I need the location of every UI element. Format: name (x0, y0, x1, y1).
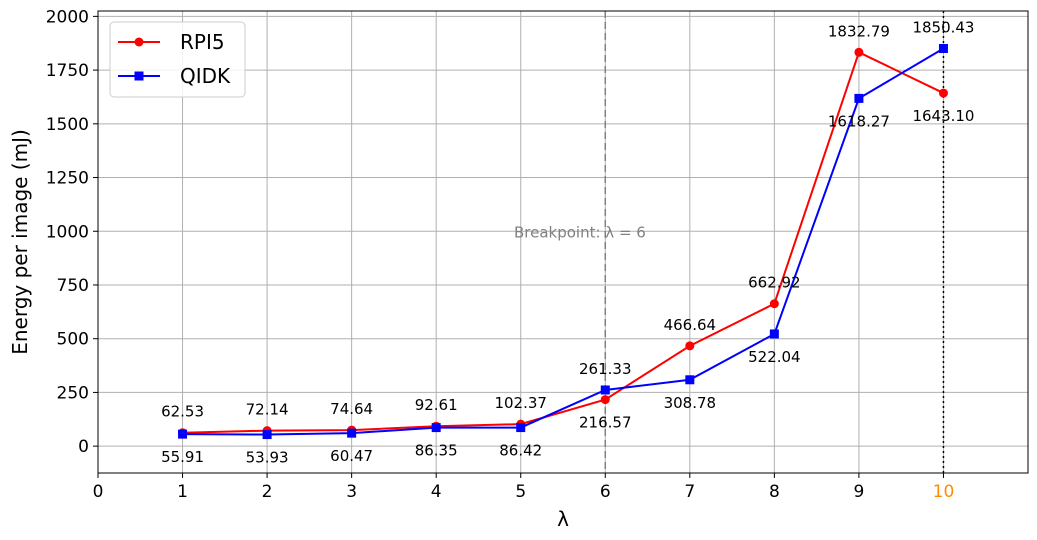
data-label-qidk: 1618.27 (828, 112, 890, 130)
legend: RPI5 QIDK (109, 21, 246, 98)
data-label-rpi5: 662.92 (748, 274, 801, 292)
data-point-rpi5 (769, 299, 779, 309)
x-tick-label: 6 (600, 482, 611, 502)
data-label-qidk: 1850.43 (912, 19, 974, 37)
y-tick-label: 0 (78, 437, 89, 457)
x-tick-label: 5 (515, 482, 526, 502)
series-line-qidk (182, 47, 944, 436)
data-label-qidk: 60.47 (330, 447, 373, 465)
data-label-qidk: 308.78 (664, 394, 717, 412)
y-tick-label: 2000 (46, 7, 89, 27)
x-tick-label: 4 (431, 482, 442, 502)
data-point-rpi5 (938, 88, 948, 98)
y-tick-label: 500 (57, 330, 89, 350)
x-tick-label: 10 (933, 482, 955, 502)
data-point-qidk (600, 385, 610, 395)
y-tick-label: 1750 (46, 61, 89, 81)
data-label-rpi5: 72.14 (246, 401, 289, 419)
legend-box (109, 21, 246, 98)
y-tick-label: 250 (57, 383, 89, 403)
y-tick-label: 750 (57, 276, 89, 296)
data-point-qidk (347, 428, 357, 438)
data-label-rpi5: 1643.10 (912, 107, 974, 125)
data-label-qidk: 53.93 (246, 449, 289, 467)
x-tick-label: 2 (262, 482, 273, 502)
y-tick-label: 1500 (46, 115, 89, 135)
breakpoint-annotation: Breakpoint: λ = 6 (514, 223, 646, 241)
data-point-qidk (431, 423, 441, 433)
data-label-qidk: 86.35 (415, 442, 458, 460)
plot-area (98, 11, 1028, 473)
data-point-qidk (178, 429, 188, 439)
data-point-rpi5 (854, 47, 864, 57)
x-tick-label: 8 (769, 482, 780, 502)
legend-marker-rpi5 (134, 37, 144, 47)
data-label-rpi5: 74.64 (330, 400, 373, 418)
legend-label-rpi5: RPI5 (180, 30, 225, 54)
x-tick-label: 9 (853, 482, 864, 502)
data-point-qidk (938, 44, 948, 54)
x-axis-title: λ (557, 507, 569, 531)
data-label-rpi5: 216.57 (579, 414, 632, 432)
data-label-rpi5: 92.61 (415, 396, 458, 414)
y-tick-label: 1000 (46, 222, 89, 242)
y-axis-title: Energy per image (mJ) (8, 129, 32, 355)
data-point-qidk (262, 430, 272, 440)
data-label-qidk: 261.33 (579, 360, 632, 378)
x-tick-label: 3 (346, 482, 357, 502)
data-label-rpi5: 1832.79 (828, 22, 890, 40)
x-tick-label: 1 (177, 482, 188, 502)
x-tick-label: 7 (684, 482, 695, 502)
data-label-rpi5: 102.37 (494, 394, 547, 412)
data-label-qidk: 522.04 (748, 348, 801, 366)
data-point-rpi5 (685, 341, 695, 351)
x-tick-label: 0 (93, 482, 104, 502)
legend-label-qidk: QIDK (180, 64, 231, 88)
data-point-qidk (516, 423, 526, 433)
data-label-qidk: 55.91 (161, 448, 204, 466)
data-point-qidk (854, 93, 864, 103)
data-label-qidk: 86.42 (499, 442, 542, 460)
data-point-qidk (769, 329, 779, 339)
y-tick-label: 1250 (46, 169, 89, 189)
data-label-rpi5: 466.64 (664, 316, 717, 334)
axes-frame (97, 10, 1029, 474)
data-label-rpi5: 62.53 (161, 403, 204, 421)
legend-marker-qidk (134, 71, 144, 81)
series-line-rpi5 (182, 50, 944, 434)
data-point-rpi5 (600, 395, 610, 405)
data-point-qidk (685, 375, 695, 385)
